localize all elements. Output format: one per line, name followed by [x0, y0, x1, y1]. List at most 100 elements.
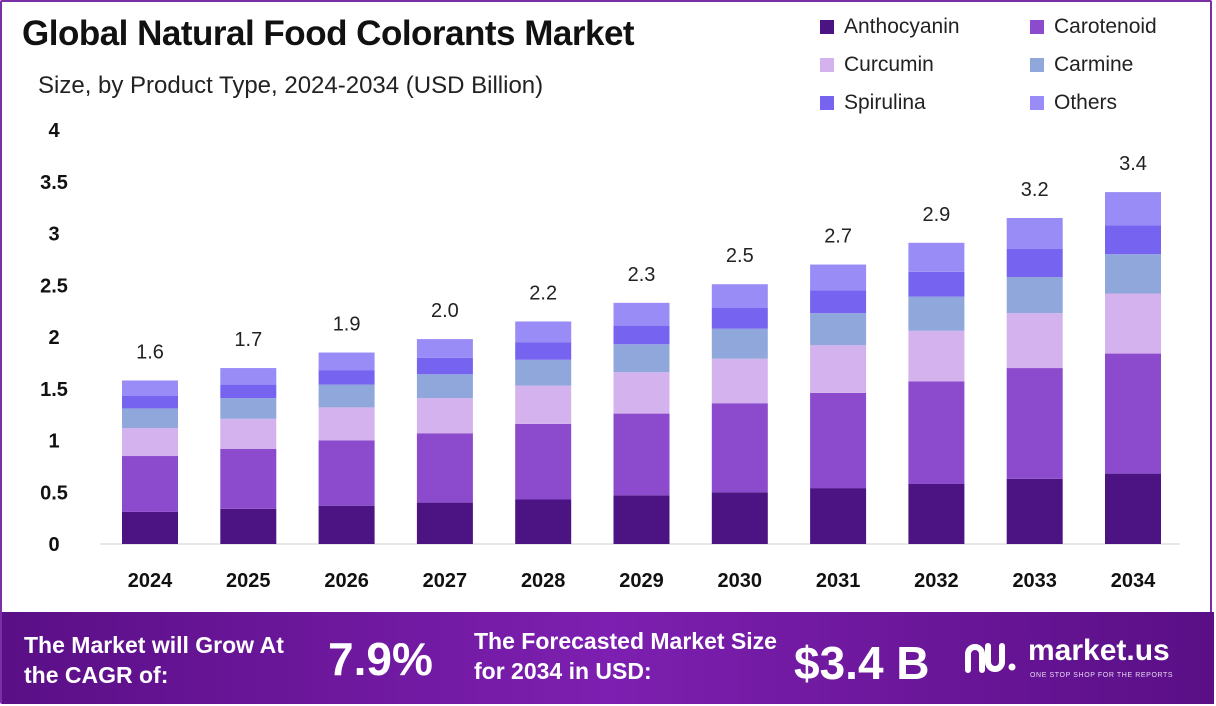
bar-segment-spirulina [318, 370, 375, 385]
y-tick-label: 0.5 [40, 482, 68, 504]
bar-segment-curcumin [515, 385, 572, 424]
bar-segment-anthocyanin [613, 495, 670, 544]
bar-segment-spirulina [908, 271, 965, 297]
bar-segment-carotenoid [122, 456, 178, 512]
bar-segment-carotenoid [711, 403, 768, 493]
bar-segment-anthocyanin [908, 483, 965, 544]
bar-segment-carotenoid [810, 392, 867, 489]
bar-segment-spirulina [416, 357, 473, 375]
market-us-logo-icon [965, 643, 1016, 673]
bar-segment-spirulina [613, 325, 670, 345]
bar-segment-curcumin [416, 398, 473, 434]
bar-segment-others [613, 302, 670, 326]
bar-segment-carmine [1006, 276, 1063, 314]
x-tick-label: 2030 [718, 570, 763, 592]
bar-segment-carotenoid [1006, 368, 1063, 479]
bar-segment-spirulina [810, 290, 867, 314]
x-tick-label: 2031 [816, 570, 861, 592]
forecast-size-value: $3.4 B [794, 637, 930, 689]
bar-total-label: 2.7 [824, 226, 852, 248]
bar-segment-carmine [318, 384, 375, 408]
legend-label-spirulina: Spirulina [844, 91, 926, 114]
legend-label-curcumin: Curcumin [844, 53, 934, 76]
bar-segment-spirulina [220, 384, 277, 399]
y-tick-label: 2.5 [40, 275, 68, 297]
x-tick-label: 2032 [914, 570, 959, 592]
x-tick-label: 2029 [619, 570, 664, 592]
bar-segment-carmine [810, 313, 867, 346]
bar-segment-carotenoid [613, 413, 670, 496]
y-tick-label: 0 [48, 534, 59, 556]
bar-segment-others [810, 264, 867, 291]
x-tick-label: 2026 [324, 570, 369, 592]
bar-segment-curcumin [613, 372, 670, 414]
bar-segment-carotenoid [515, 423, 572, 500]
bar-total-label: 1.6 [136, 341, 164, 363]
bar-segment-anthocyanin [1105, 473, 1161, 544]
legend-label-carmine: Carmine [1054, 53, 1134, 76]
bar-total-label: 3.2 [1021, 179, 1049, 201]
bar-segment-anthocyanin [711, 492, 768, 544]
y-tick-label: 3 [48, 224, 59, 246]
footer-banner: The Market will Grow At the CAGR of: 7.9… [2, 612, 1214, 704]
bar-segment-anthocyanin [122, 511, 178, 544]
bar-segment-carotenoid [220, 448, 277, 509]
bar-segment-anthocyanin [515, 499, 572, 544]
cagr-value: 7.9% [328, 633, 433, 685]
legend-item-carotenoid: Carotenoid [1030, 14, 1200, 40]
bar-segment-curcumin [1105, 293, 1161, 354]
x-tick-label: 2028 [521, 570, 566, 592]
bar-segment-carotenoid [416, 433, 473, 503]
bar-segment-curcumin [908, 330, 965, 382]
forecast-size-label: The Forecasted Market Size for 2034 in U… [474, 628, 777, 684]
bar-total-label: 2.9 [922, 204, 950, 226]
cagr-label: The Market will Grow At the CAGR of: [24, 632, 284, 688]
legend-label-others: Others [1054, 91, 1118, 114]
bar-segment-others [1105, 192, 1161, 226]
bar-segment-curcumin [711, 358, 768, 404]
legend-swatch-curcumin [820, 58, 834, 72]
bar-segment-carotenoid [318, 440, 375, 506]
bar-segment-spirulina [711, 308, 768, 329]
bar-segment-carmine [1105, 254, 1161, 294]
y-tick-label: 3.5 [40, 172, 68, 194]
bar-segment-carmine [122, 408, 178, 429]
legend-item-anthocyanin: Anthocyanin [820, 14, 1030, 40]
bar-total-label: 3.4 [1119, 153, 1147, 175]
bar-segment-curcumin [1006, 313, 1063, 369]
y-tick-label: 4 [48, 120, 60, 142]
stacked-bar-chart: 0 0.5 1 1.5 2 2.5 3 3.5 4 1.6 2024 1.7 2025 1.9 2026 2.… [40, 120, 1180, 592]
bar-segment-others [515, 321, 572, 343]
legend-item-spirulina: Spirulina [820, 90, 1030, 116]
legend-item-curcumin: Curcumin [820, 52, 1030, 78]
x-tick-label: 2027 [423, 570, 468, 592]
bar-segment-others [318, 352, 375, 371]
bar-segment-anthocyanin [810, 488, 867, 544]
bar-segment-carotenoid [908, 381, 965, 484]
bar-total-label: 2.5 [726, 245, 754, 267]
bar-segment-anthocyanin [416, 502, 473, 544]
brand-name: market.us [1028, 634, 1170, 667]
bar-segment-anthocyanin [318, 505, 375, 544]
brand-logo: market.us ONE STOP SHOP FOR THE REPORTS [964, 634, 1204, 686]
bar-segment-curcumin [220, 418, 277, 449]
bar-segment-others [122, 380, 178, 396]
bar-segment-others [416, 339, 473, 358]
brand-tagline: ONE STOP SHOP FOR THE REPORTS [1030, 672, 1174, 679]
bar-segment-anthocyanin [220, 508, 277, 544]
bar-segment-spirulina [122, 395, 178, 409]
x-tick-label: 2033 [1012, 570, 1057, 592]
bar-segment-spirulina [1105, 225, 1161, 255]
legend-item-carmine: Carmine [1030, 52, 1200, 78]
chart-title: Global Natural Food Colorants Market [22, 14, 635, 53]
bar-segment-carmine [711, 328, 768, 359]
bar-segment-carmine [908, 296, 965, 331]
bar-segment-curcumin [810, 345, 867, 393]
y-tick-label: 2 [48, 327, 59, 349]
bar-segment-carotenoid [1105, 353, 1161, 474]
x-tick-label: 2024 [128, 570, 173, 592]
legend-swatch-carmine [1030, 58, 1044, 72]
bar-segment-carmine [613, 344, 670, 373]
bar-segment-others [711, 284, 768, 309]
bar-segment-spirulina [1006, 249, 1063, 277]
